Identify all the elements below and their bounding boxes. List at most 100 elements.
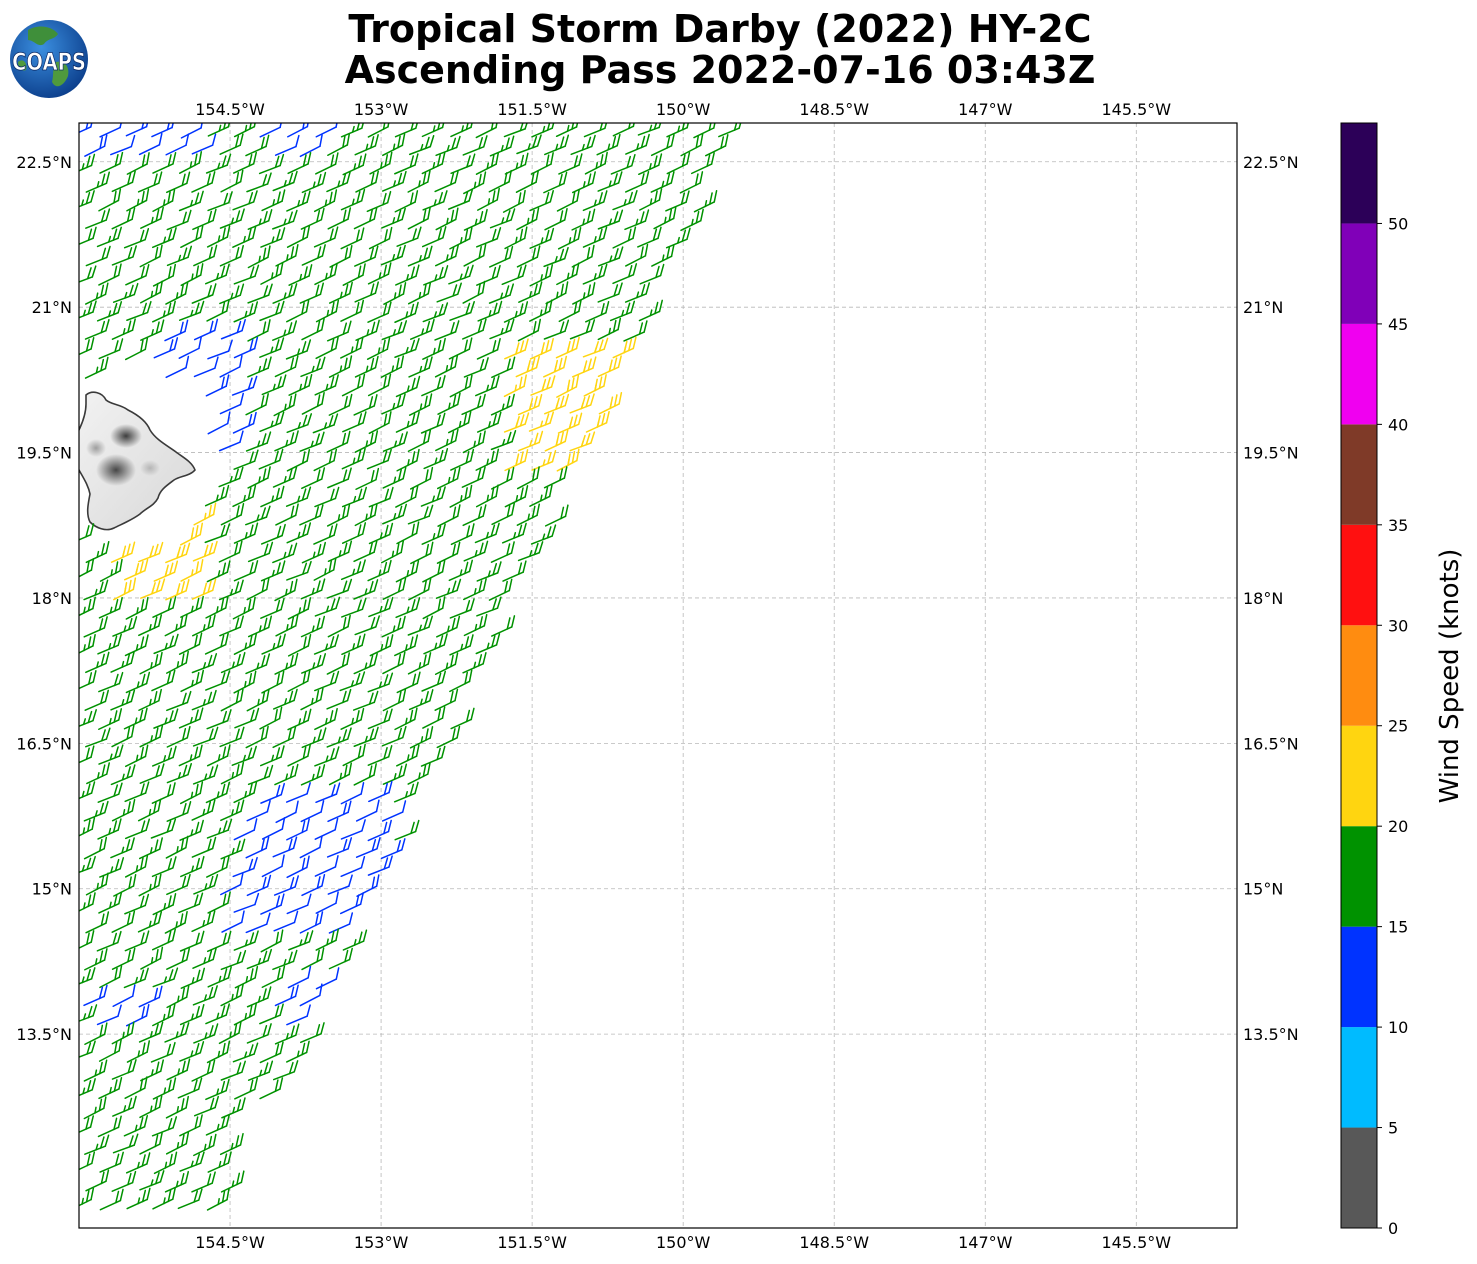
wind-barb <box>138 985 163 1008</box>
wind-barb <box>98 1038 122 1062</box>
wind-barb <box>436 466 461 490</box>
wind-barb <box>476 227 502 248</box>
wind-barb <box>355 799 380 822</box>
wind-barb <box>180 123 205 139</box>
wind-barb <box>420 412 446 434</box>
wind-barb <box>518 430 544 452</box>
wind-barb <box>300 356 326 378</box>
colorbar-tick-label: 45 <box>1388 315 1408 334</box>
wind-barb <box>421 152 446 175</box>
wind-barb <box>138 688 162 712</box>
wind-barb <box>192 985 218 1006</box>
wind-barb <box>341 486 368 508</box>
wind-barb <box>421 523 446 545</box>
wind-barb <box>110 651 135 673</box>
wind-barb <box>693 190 718 213</box>
wind-barb <box>369 151 393 175</box>
wind-barb <box>205 1114 231 1136</box>
wind-barb <box>665 227 691 249</box>
wind-barb <box>449 374 473 398</box>
wind-barb <box>341 633 366 656</box>
lat-label: 13.5°N <box>1243 1025 1299 1044</box>
wind-barb <box>79 709 97 730</box>
wind-barb <box>449 484 473 508</box>
wind-barb <box>192 947 217 969</box>
wind-barb <box>247 764 274 786</box>
wind-barb <box>220 872 244 896</box>
wind-barb <box>435 135 461 157</box>
wind-barb <box>342 411 367 433</box>
wind-barb <box>326 837 353 858</box>
lat-label: 18°N <box>32 589 72 608</box>
wind-barb <box>124 558 149 581</box>
wind-barb <box>286 818 310 841</box>
wind-barb <box>260 929 284 953</box>
lat-labels-left: 22.5°N 21°N 19.5°N 18°N 16.5°N 15°N 13.5°N <box>16 153 72 1044</box>
wind-barb <box>434 688 459 711</box>
wind-barb <box>206 560 231 583</box>
wind-barb <box>79 855 96 877</box>
wind-barb <box>220 761 245 785</box>
wind-barb <box>569 431 596 452</box>
wind-barb <box>165 579 190 601</box>
wind-barb <box>247 283 273 304</box>
wind-barb <box>98 596 123 619</box>
wind-barb <box>166 725 191 748</box>
wind-barb <box>326 430 351 453</box>
map-gridlines <box>79 123 1237 1228</box>
wind-barb <box>124 854 149 878</box>
wind-barb <box>299 431 325 452</box>
colorbar-segment <box>1341 223 1377 324</box>
wind-barb <box>272 170 298 192</box>
wind-barb <box>233 264 260 285</box>
wind-barb <box>380 244 406 266</box>
wind-barb <box>396 448 420 472</box>
wind-barb <box>355 170 379 193</box>
wind-barb <box>220 838 246 860</box>
wind-barb <box>219 726 245 748</box>
wind-barb <box>179 1041 205 1062</box>
wind-barb <box>558 299 582 323</box>
wind-barb <box>191 171 216 193</box>
wind-barb <box>99 1188 124 1211</box>
wind-barb <box>98 338 124 360</box>
wind-barb <box>314 486 340 508</box>
wind-barb <box>178 300 205 321</box>
wind-barb <box>151 669 176 692</box>
wind-barb <box>180 558 204 582</box>
lon-label: 148.5°W <box>799 100 869 119</box>
wind-barb <box>204 632 229 655</box>
wind-barb <box>301 727 327 749</box>
colorbar-label: Wind Speed (knots) <box>1435 549 1465 804</box>
wind-barb <box>220 950 247 971</box>
wind-barb <box>139 1170 165 1191</box>
lon-label: 150°W <box>656 100 711 119</box>
wind-barb <box>275 243 299 267</box>
wind-barb <box>517 541 544 562</box>
wind-barb <box>666 151 691 175</box>
wind-barb <box>314 817 339 840</box>
wind-barb <box>193 502 217 526</box>
wind-barb <box>326 171 351 193</box>
wind-barb <box>193 1133 217 1157</box>
wind-barb <box>261 633 286 655</box>
wind-barb <box>367 672 394 693</box>
wind-barb <box>79 1040 96 1061</box>
wind-barb <box>98 188 122 212</box>
wind-barb <box>381 170 407 192</box>
wind-barb <box>79 1004 98 1025</box>
wind-barb <box>124 893 150 915</box>
wind-barb <box>408 393 433 416</box>
wind-barb <box>246 874 272 897</box>
wind-barb <box>449 634 474 656</box>
wind-barb <box>274 984 299 1007</box>
wind-barb <box>597 282 623 303</box>
wind-barb <box>178 190 204 212</box>
coaps-logo: COAPS <box>10 20 88 98</box>
wind-barb <box>623 320 648 342</box>
wind-barb <box>422 706 446 729</box>
wind-barb <box>301 467 326 490</box>
wind-barb <box>286 413 313 434</box>
wind-barb <box>638 153 663 176</box>
wind-barb <box>515 170 539 193</box>
